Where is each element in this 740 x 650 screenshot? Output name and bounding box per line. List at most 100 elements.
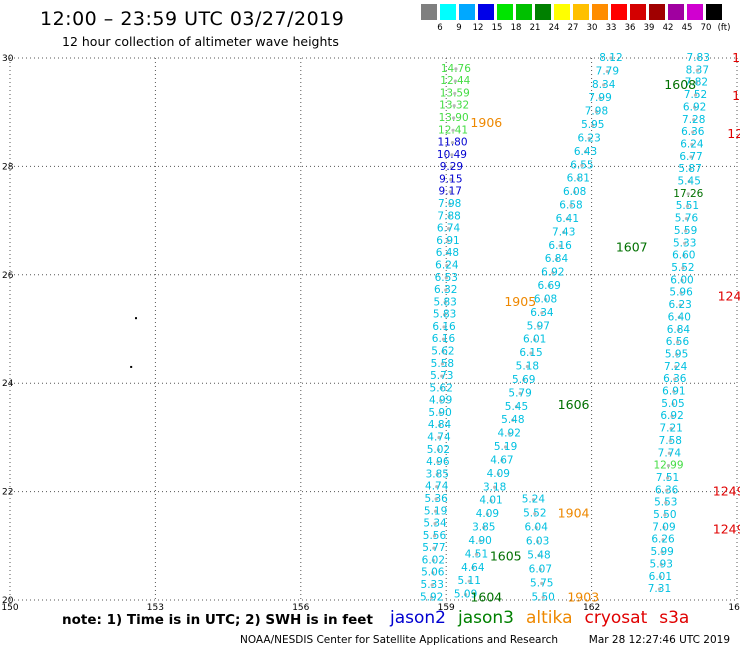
legend-swatch <box>440 4 456 20</box>
track-dot <box>685 204 690 208</box>
satellite-cryosat: cryosat <box>584 608 648 628</box>
time-label: 1608 <box>664 77 696 92</box>
legend-swatch <box>592 4 608 20</box>
wave-height-label: 7.09 <box>652 521 675 533</box>
track-dot <box>478 539 482 543</box>
lon-tick-label: 153 <box>147 603 164 613</box>
track-dot <box>430 583 434 587</box>
satellite-jason3: jason3 <box>458 608 514 628</box>
wave-height-label: 6.74 <box>437 223 461 235</box>
note-text: note: 1) Time is in UTC; 2) SWH is in fe… <box>62 612 373 628</box>
time-label: 1903 <box>567 589 599 604</box>
track-dot <box>434 497 438 501</box>
time-label: 1904 <box>558 505 590 520</box>
wave-height-label: 6.60 <box>672 250 695 262</box>
wave-height-label: 6.08 <box>534 293 557 305</box>
wave-height-label: 6.08 <box>563 186 586 198</box>
legend-swatch <box>630 4 646 20</box>
lon-tick-label: 159 <box>438 603 455 613</box>
wave-height-label: 4.67 <box>490 454 513 466</box>
wave-height-label: 5.96 <box>669 287 693 299</box>
track-dot <box>454 67 458 71</box>
wave-height-label: 6.84 <box>667 324 691 336</box>
legend-swatch <box>478 4 494 20</box>
wave-height-label: 6.03 <box>526 536 549 548</box>
wave-height-label: 5.83 <box>433 309 456 321</box>
wave-height-label: 12.41 <box>438 124 468 136</box>
satellite-key: jason2 jason3 altika cryosat s3a <box>390 608 701 628</box>
wave-height-label: 6.16 <box>432 321 456 333</box>
wave-height-label: 6.48 <box>436 247 459 259</box>
wave-height-label: 4.99 <box>429 395 452 407</box>
legend-label: 45 <box>681 23 693 33</box>
legend-label: 27 <box>567 23 579 33</box>
wave-height-label: 5.56 <box>423 530 447 542</box>
wave-height-label: 5.95 <box>581 119 604 131</box>
track-dot <box>683 241 687 245</box>
track-dot <box>682 254 686 258</box>
wave-height-label: 4.90 <box>468 535 491 547</box>
time-label: 1605 <box>490 549 522 564</box>
track-dot <box>537 553 541 558</box>
wave-height-label: 5.59 <box>674 225 697 237</box>
track-dot <box>496 472 500 476</box>
track-dot <box>695 68 699 72</box>
track-dot <box>442 325 446 329</box>
wave-height-label: 6.04 <box>525 522 549 534</box>
track-dot <box>452 104 456 108</box>
track-dot <box>605 69 609 74</box>
wave-height-label: 7.28 <box>682 114 705 126</box>
track-dot <box>433 521 437 526</box>
track-dot <box>452 116 456 120</box>
wave-height-label: 5.48 <box>527 549 550 561</box>
track-dot <box>448 190 452 194</box>
track-dot <box>467 579 471 583</box>
wave-height-label: 5.45 <box>678 176 701 188</box>
wave-height-label: 3.85 <box>472 522 495 534</box>
satellite-s3a: s3a <box>659 608 690 628</box>
legend-swatch <box>497 4 513 20</box>
track-dot <box>447 214 451 218</box>
wave-height-label: 5.87 <box>678 163 701 175</box>
legend-label: 18 <box>510 23 522 33</box>
track-dot <box>451 128 455 132</box>
wave-height-label: 4.96 <box>426 456 450 468</box>
track-dot <box>533 512 537 516</box>
wave-height-label: 8.12 <box>599 52 622 64</box>
lat-tick-label: 28 <box>2 162 14 172</box>
wave-height-label: 6.69 <box>537 280 560 292</box>
track-dot <box>437 435 441 440</box>
wave-height-label: 5.58 <box>431 358 454 370</box>
wave-height-label: 7.83 <box>687 52 710 64</box>
legend-label: 42 <box>662 23 674 33</box>
time-label: 1905 <box>504 294 536 309</box>
track-dot <box>437 423 442 427</box>
track-dot <box>446 227 451 231</box>
wave-height-label: 17.26 <box>673 188 703 200</box>
track-dot <box>674 365 678 369</box>
track-dot <box>689 155 693 159</box>
wave-height-label: 12.99 <box>653 460 683 472</box>
wave-height-label: 6.41 <box>556 213 579 225</box>
time-label: 1606 <box>558 397 590 412</box>
wave-height-label: 5.90 <box>428 407 451 419</box>
track-dot <box>453 91 457 96</box>
track-dot <box>576 177 580 181</box>
track-dot <box>536 324 540 328</box>
track-dot <box>657 587 662 591</box>
legend-label: 12 <box>472 23 484 33</box>
track-dot <box>444 288 448 292</box>
track-dot <box>693 93 698 97</box>
track-dot <box>518 391 522 395</box>
wave-height-label: 5.51 <box>676 200 699 212</box>
wave-height-label: 6.15 <box>519 347 542 359</box>
track-dot <box>602 83 606 87</box>
wave-height-label: 4.92 <box>498 428 521 440</box>
wave-height-label: 5.33 <box>673 237 696 249</box>
track-dot <box>660 550 664 554</box>
track-dot <box>547 284 551 288</box>
track-dot <box>662 525 666 529</box>
lat-tick-label: 22 <box>2 488 13 498</box>
wave-height-label: 5.19 <box>494 441 517 453</box>
